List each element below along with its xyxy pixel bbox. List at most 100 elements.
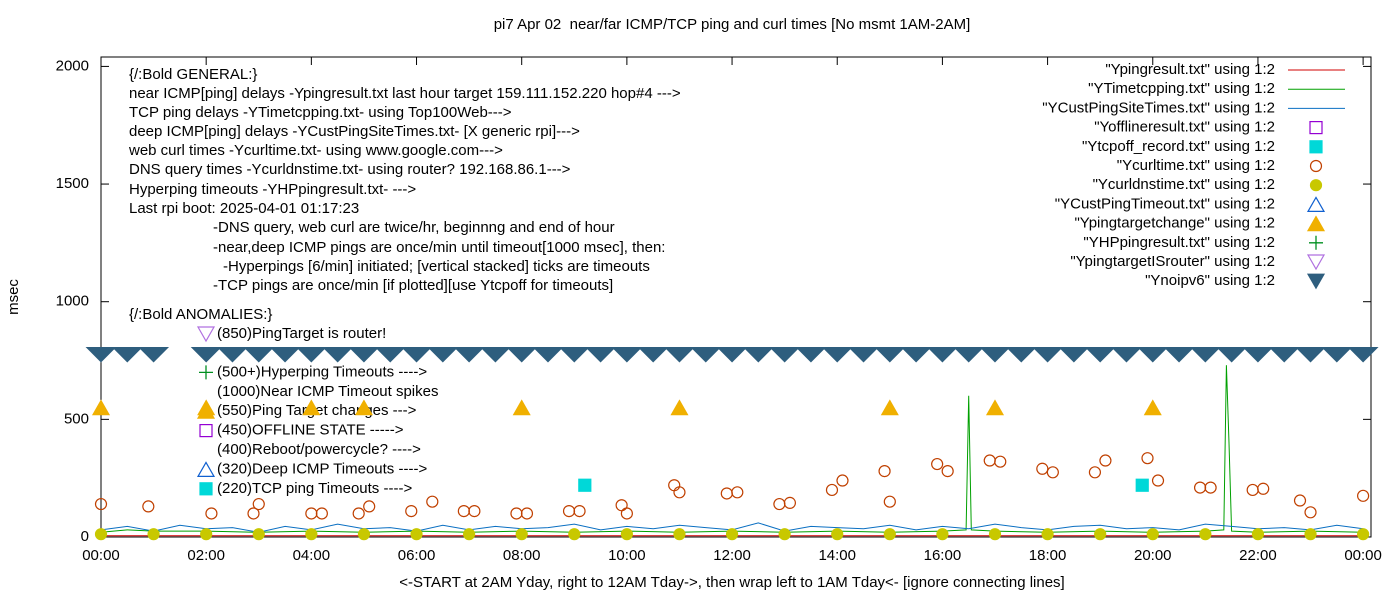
marker-triangle-down (821, 347, 853, 363)
marker-circle (1094, 528, 1107, 541)
x-tick-label: 02:00 (187, 547, 225, 564)
anomaly-note: (450)OFFLINE STATE -----> (217, 422, 404, 439)
marker-triangle-down (1058, 347, 1090, 363)
marker-triangle-down (532, 347, 564, 363)
marker-circle (352, 507, 365, 520)
marker-triangle-down (1032, 347, 1064, 363)
x-tick-label: 20:00 (1134, 547, 1172, 564)
marker-circle (1293, 494, 1307, 507)
marker-triangle-down (795, 347, 827, 363)
x-tick-label: 00:00 (82, 547, 120, 564)
marker-circle (778, 528, 791, 541)
marker-triangle-down (716, 347, 748, 363)
marker-triangle-down (953, 347, 985, 363)
legend-label: "YHPpingresult.txt" using 1:2 (1083, 234, 1275, 251)
marker-triangle-down (1306, 273, 1326, 290)
legend-label: "Yofflineresult.txt" using 1:2 (1094, 119, 1275, 136)
marker-triangle-down (269, 347, 301, 363)
annotation: near ICMP[ping] delays -Ypingresult.txt … (129, 85, 681, 102)
marker-circle (620, 507, 633, 520)
marker-circle (357, 528, 371, 541)
x-tick-label: 14:00 (818, 547, 856, 564)
marker-triangle-down (1242, 347, 1274, 363)
marker-circle (878, 465, 891, 478)
x-tick-label: 10:00 (608, 547, 646, 564)
marker-triangle-down (926, 347, 958, 363)
marker-plus (1309, 235, 1323, 250)
marker-circle (994, 455, 1007, 468)
marker-circle (1151, 474, 1165, 487)
marker-circle (1099, 454, 1112, 467)
annotation: Last rpi boot: 2025-04-01 01:17:23 (129, 200, 359, 217)
marker-square (1135, 478, 1149, 492)
marker-circle (931, 457, 944, 471)
marker-triangle-down (637, 347, 669, 363)
marker-circle (568, 528, 581, 541)
marker-circle (363, 500, 376, 513)
marker-triangle-down (1084, 347, 1116, 363)
marker-triangle-down (874, 347, 906, 363)
marker-circle (1309, 159, 1323, 173)
marker-circle (94, 528, 108, 541)
marker-triangle-down (217, 347, 248, 363)
marker-square (199, 482, 213, 496)
marker-circle (941, 465, 954, 478)
marker-circle (1257, 482, 1270, 495)
marker-triangle (91, 399, 111, 416)
annotation: Hyperping timeouts -YHPpingresult.txt- -… (129, 181, 416, 198)
marker-circle (936, 528, 949, 541)
marker-triangle-down (1295, 347, 1326, 363)
marker-triangle (985, 399, 1005, 416)
x-tick-label: 18:00 (1029, 547, 1067, 564)
y-tick-label: 2000 (56, 57, 89, 74)
annotation: -Hyperpings [6/min] initiated; [vertical… (223, 258, 650, 275)
marker-circle (94, 497, 108, 511)
x-tick-label: 12:00 (713, 547, 751, 564)
marker-triangle (670, 399, 689, 416)
y-tick-label: 0 (81, 528, 89, 545)
marker-circle (988, 528, 1002, 541)
anomaly-note: (500+)Hyperping Timeouts ----> (217, 363, 427, 380)
marker-triangle-down (1216, 347, 1248, 363)
chart-title: pi7 Apr 02 near/far ICMP/TCP ping and cu… (494, 16, 971, 33)
marker-triangle (1306, 215, 1326, 232)
annotation: web curl times -Ycurltime.txt- using www… (128, 142, 503, 159)
marker-triangle-down (453, 347, 485, 363)
marker-triangle (1143, 399, 1162, 416)
marker-triangle-down (1321, 347, 1353, 363)
annotation: -TCP pings are once/min [if plotted][use… (213, 277, 613, 294)
marker-circle (1357, 489, 1370, 502)
marker-triangle-down (85, 347, 117, 363)
y-tick-label: 500 (64, 410, 89, 427)
marker-triangle (512, 399, 531, 416)
marker-circle (252, 497, 265, 511)
marker-circle (315, 507, 328, 520)
marker-square (199, 424, 213, 438)
anomaly-note: (320)Deep ICMP Timeouts ----> (217, 460, 427, 477)
y-axis-label: msec (5, 279, 22, 315)
annotation: {/:Bold GENERAL:} (129, 66, 257, 83)
annotation: deep ICMP[ping] delays -YCustPingSiteTim… (129, 123, 580, 140)
marker-circle (1304, 528, 1317, 541)
marker-triangle-down (190, 347, 222, 363)
marker-triangle-down (1347, 347, 1379, 363)
marker-circle (468, 505, 481, 518)
marker-circle (520, 507, 534, 520)
marker-triangle (354, 399, 373, 416)
legend-label: "YCustPingSiteTimes.txt" using 1:2 (1042, 99, 1275, 116)
marker-circle (1141, 452, 1154, 465)
marker-circle (147, 528, 160, 541)
marker-triangle-down (690, 347, 722, 363)
marker-circle (405, 505, 418, 518)
marker-circle (883, 495, 896, 508)
marker-circle (825, 483, 839, 497)
marker-triangle-down (348, 347, 380, 363)
marker-circle (673, 528, 686, 541)
marker-triangle (196, 461, 216, 477)
marker-circle (305, 528, 318, 541)
marker-circle (1046, 466, 1059, 479)
marker-circle (1309, 179, 1323, 192)
marker-plus (199, 365, 213, 380)
